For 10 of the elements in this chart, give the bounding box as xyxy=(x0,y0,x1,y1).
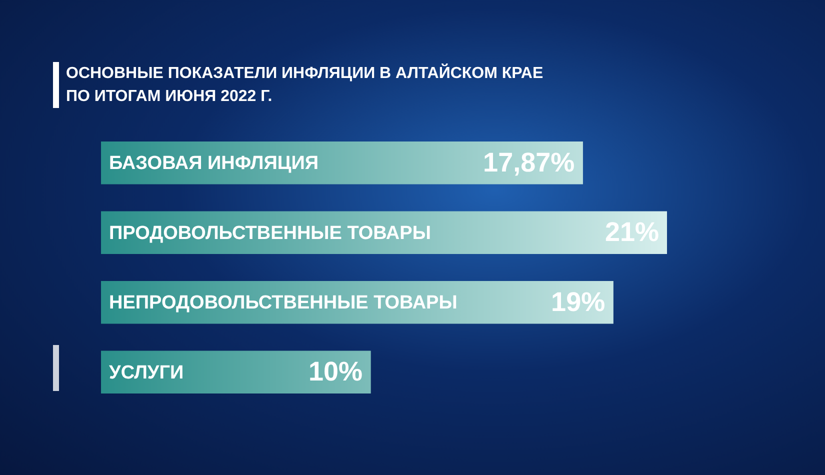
y-tick-label: УСЛУГИ xyxy=(109,362,184,384)
y-tick-label: НЕПРОДОВОЛЬСТВЕННЫЕ ТОВАРЫ xyxy=(109,292,458,314)
data-label: 19% xyxy=(551,286,606,317)
data-label: 17,87% xyxy=(483,147,575,178)
chart-title: ОСНОВНЫЕ ПОКАЗАТЕЛИ ИНФЛЯЦИИ В АЛТАЙСКОМ КРАЕ ПО ИТОГАМ ИЮНЯ 2022 Г. xyxy=(66,62,544,107)
data-label: 21% xyxy=(604,217,659,248)
y-tick-label: ПРОДОВОЛЬСТВЕННЫЕ ТОВАРЫ xyxy=(109,222,431,244)
data-label: 10% xyxy=(308,356,363,387)
bar xyxy=(101,350,371,394)
y-tick-label: БАЗОВАЯ ИНФЛЯЦИЯ xyxy=(109,153,319,174)
